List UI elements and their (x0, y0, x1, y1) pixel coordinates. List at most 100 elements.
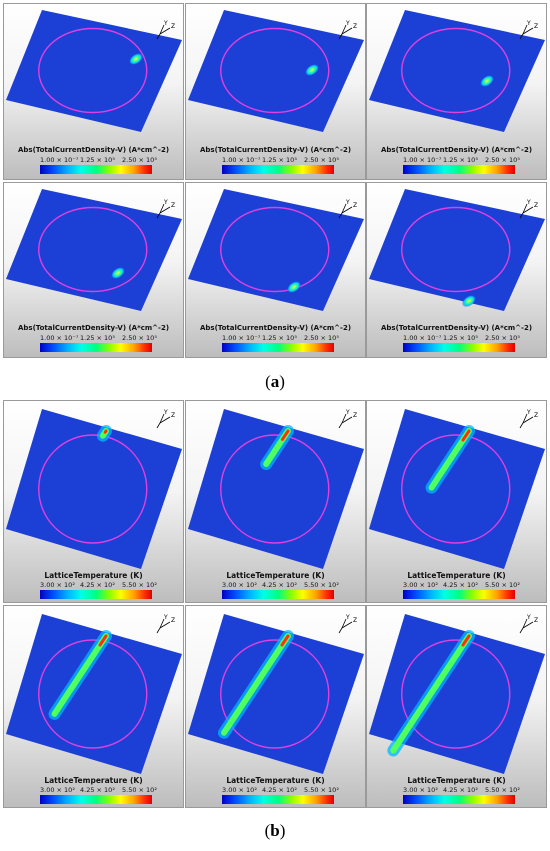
axis-label-z: Z (171, 23, 175, 30)
colorbar-tick-label: 1.00 × 10⁻⁷ (403, 334, 442, 342)
colorbar-tick-label: 4.25 × 10² (80, 581, 115, 589)
colorbar (403, 343, 515, 352)
colorbar-tick-label: 4.25 × 10² (80, 786, 115, 794)
colorbar-tick-label: 1.00 × 10⁻⁷ (403, 156, 442, 164)
electrode-circle (38, 27, 148, 114)
axis-label-y: Y (526, 614, 531, 621)
device-plate (6, 10, 182, 132)
colorbar (40, 590, 152, 599)
axes-icon (519, 203, 534, 219)
colorbar-tick-label: 1.25 × 10⁵ (262, 156, 297, 164)
device-plate (369, 10, 545, 132)
colorbar-tick-label: 1.00 × 10⁻⁷ (40, 156, 79, 164)
device-plate (188, 10, 364, 132)
axis-label-z: Z (353, 617, 357, 624)
colorbar-tick-label: 2.50 × 10⁵ (485, 334, 520, 342)
colorbar-tick-label: 1.25 × 10⁵ (443, 156, 478, 164)
axes-icon (338, 203, 353, 219)
legend-title: LatticeTemperature (K) (44, 776, 143, 785)
colorbar (40, 343, 152, 352)
simulation-panel: Y Z LatticeTemperature (K) 3.00 × 10² 4.25 ×… (3, 605, 184, 808)
device-plate (6, 189, 182, 311)
device-plate (369, 189, 545, 311)
legend-title: LatticeTemperature (K) (407, 776, 506, 785)
simulation-panel: Y Z Abs(TotalCurrentDensity-V) (A*cm^-2) 1.… (185, 3, 366, 180)
caption-b: (b) (264, 821, 286, 840)
simulation-panel: Y Z Abs(TotalCurrentDensity-V) (A*cm^-2) 1.… (185, 182, 366, 358)
colorbar-tick-label: 1.00 × 10⁻⁷ (40, 334, 79, 342)
legend-title: LatticeTemperature (K) (226, 571, 325, 580)
filament-hot-tip (461, 634, 471, 647)
colorbar (222, 343, 334, 352)
colorbar (403, 165, 515, 174)
axes-icon (519, 413, 534, 429)
electrode-circle (220, 27, 330, 114)
axis-label-z: Z (171, 617, 175, 624)
colorbar-tick-label: 5.50 × 10² (485, 786, 520, 794)
colorbar-tick-label: 3.00 × 10² (222, 786, 257, 794)
device-plate (369, 614, 545, 774)
axis-label-y: Y (345, 614, 350, 621)
colorbar-tick-label: 5.50 × 10² (304, 581, 339, 589)
axes-icon (156, 24, 171, 40)
colorbar-tick-label: 1.25 × 10⁵ (443, 334, 478, 342)
simulation-panel: Y Z LatticeTemperature (K) 3.00 × 10² 4.25 ×… (366, 605, 547, 808)
axes-icon (519, 618, 534, 634)
axis-label-z: Z (534, 412, 538, 419)
axes-icon (156, 413, 171, 429)
colorbar-tick-label: 4.25 × 10² (443, 581, 478, 589)
legend-title: LatticeTemperature (K) (44, 571, 143, 580)
colorbar-tick-label: 3.00 × 10² (40, 786, 75, 794)
legend-title: Abs(TotalCurrentDensity-V) (A*cm^-2) (17, 146, 170, 154)
axis-label-y: Y (163, 20, 168, 27)
conductive-filament (51, 633, 109, 717)
device-plate (6, 409, 182, 569)
colorbar-tick-label: 5.50 × 10² (485, 581, 520, 589)
axes-icon (156, 618, 171, 634)
simulation-panel: Y Z LatticeTemperature (K) 3.00 × 10² 4.25 ×… (366, 400, 547, 603)
colorbar-tick-label: 5.50 × 10² (122, 786, 157, 794)
electrode-circle (38, 206, 148, 293)
colorbar (40, 795, 152, 804)
electrode-circle (220, 639, 330, 749)
filament-hot-tip (461, 429, 471, 442)
colorbar (222, 165, 334, 174)
simulation-panel: Y Z LatticeTemperature (K) 3.00 × 10² 4.25 ×… (185, 400, 366, 603)
electrode-circle (401, 27, 511, 114)
colorbar-tick-label: 2.50 × 10⁵ (304, 334, 339, 342)
current-hotspot (128, 52, 144, 66)
axes-icon (156, 203, 171, 219)
caption-a: (a) (265, 372, 285, 391)
filament-hot-tip (98, 634, 108, 647)
colorbar (40, 165, 152, 174)
colorbar-tick-label: 4.25 × 10² (262, 786, 297, 794)
current-hotspot (110, 266, 126, 280)
device-plate (188, 189, 364, 311)
axes-icon (338, 618, 353, 634)
electrode-circle (38, 639, 148, 749)
legend-title: Abs(TotalCurrentDensity-V) (A*cm^-2) (199, 324, 352, 332)
axis-label-y: Y (345, 20, 350, 27)
colorbar (403, 795, 515, 804)
simulation-panel: Y Z LatticeTemperature (K) 3.00 × 10² 4.25 ×… (185, 605, 366, 808)
axis-label-z: Z (534, 202, 538, 209)
colorbar-tick-label: 3.00 × 10² (40, 581, 75, 589)
device-plate (188, 614, 364, 774)
legend-title: LatticeTemperature (K) (407, 571, 506, 580)
colorbar (222, 590, 334, 599)
colorbar-tick-label: 1.25 × 10⁵ (80, 156, 115, 164)
colorbar-tick-label: 2.50 × 10⁵ (122, 156, 157, 164)
legend-title: Abs(TotalCurrentDensity-V) (A*cm^-2) (380, 324, 533, 332)
colorbar-tick-label: 5.50 × 10² (304, 786, 339, 794)
filament-hot-tip (103, 429, 108, 434)
colorbar-tick-label: 2.50 × 10⁵ (304, 156, 339, 164)
axis-label-z: Z (353, 412, 357, 419)
legend-title: Abs(TotalCurrentDensity-V) (A*cm^-2) (380, 146, 533, 154)
colorbar-tick-label: 2.50 × 10⁵ (485, 156, 520, 164)
